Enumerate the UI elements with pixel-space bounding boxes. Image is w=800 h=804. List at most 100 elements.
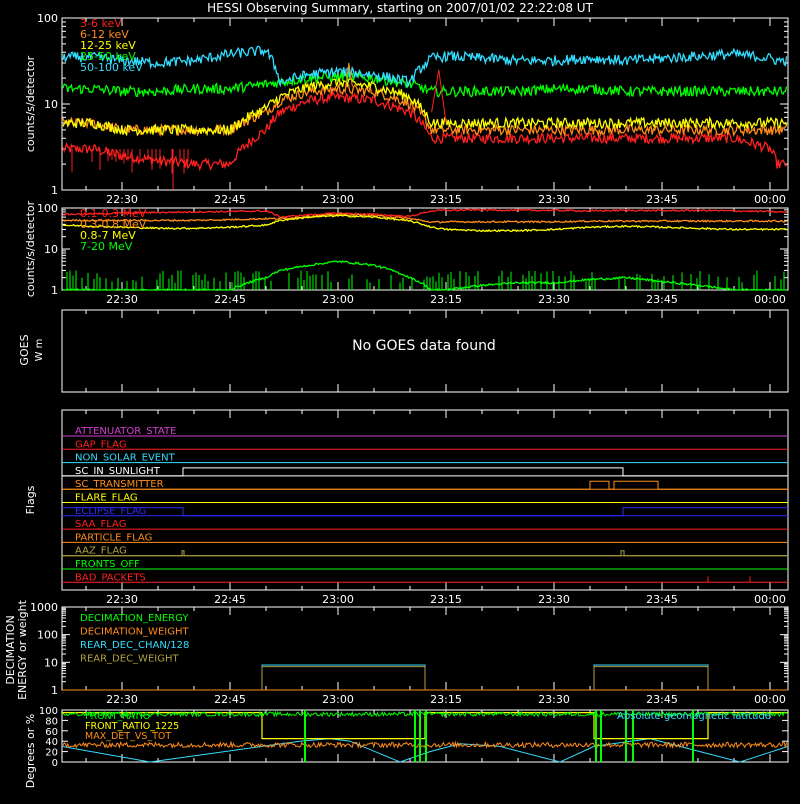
panel5-ylabel-line2: ENERGY or weight <box>16 599 29 699</box>
legend-entry: DECIMATION_WEIGHT <box>80 627 189 638</box>
transmitter-step <box>62 480 788 490</box>
x-tick-label: 23:30 <box>538 593 570 606</box>
x-tick-label: 23:30 <box>538 193 570 206</box>
x-tick-label: 23:00 <box>322 193 354 206</box>
panel2-series-2 <box>63 214 788 233</box>
panel1-y-label: 100 <box>37 12 58 25</box>
x-tick-label: 23:30 <box>538 293 570 306</box>
panel2-ylabel: counts/s/detector <box>24 200 37 297</box>
panel6-y-label: 60 <box>45 727 58 738</box>
legend-entry: 25-50 keV <box>80 50 136 63</box>
geomag-label: Absolute geomagnetic latitude <box>617 711 771 722</box>
x-tick-label: 22:30 <box>106 293 138 306</box>
panel5-y-label: 1000 <box>30 601 58 614</box>
panel-frame-3 <box>61 309 789 393</box>
panel2-y-label: 1 <box>51 284 58 297</box>
x-tick-label: 22:45 <box>214 293 246 306</box>
legend-entry: FRONT_RATIO_1225 <box>85 721 179 732</box>
panel-frame-4 <box>61 409 789 591</box>
flag-label: PARTICLE_FLAG <box>75 532 152 543</box>
legend-entry: 12-25 keV <box>80 39 136 52</box>
legend-entry: 3-6 keV <box>80 17 122 30</box>
front-ratio-line <box>62 710 787 718</box>
flag-label: ECLIPSE_FLAG <box>75 506 146 517</box>
flag-label: SC_IN_SUNLIGHT <box>75 466 161 477</box>
x-tick-label: 22:45 <box>214 193 246 206</box>
x-tick-label: 22:30 <box>106 193 138 206</box>
flag-label: SAA_FLAG <box>75 519 126 530</box>
panel1-flare-spike <box>431 69 447 124</box>
legend-entry: MAX_DET_VS_TOT <box>85 731 171 742</box>
panel1-y-label: 1 <box>51 184 58 197</box>
x-tick-label: 22:30 <box>106 693 138 706</box>
flag-label: SC_TRANSMITTER <box>75 479 164 490</box>
panel1-flare-spike <box>344 62 353 92</box>
plot-title: HESSI Observing Summary, starting on 200… <box>207 1 593 15</box>
panel1-ylabel: counts/s/detector <box>24 55 37 152</box>
legend-entry: DECIMATION_ENERGY <box>80 613 189 624</box>
panel1-series-6-12-kev <box>62 83 788 138</box>
aaz-step <box>62 550 788 557</box>
flag-label: AAZ_FLAG <box>75 546 127 557</box>
panel2-series-1 <box>62 212 787 224</box>
legend-entry: 0.3-0.8 MeV <box>80 218 147 231</box>
rear-dec-weight-line <box>62 666 788 691</box>
front-ratio-1225-line <box>62 711 788 740</box>
legend-entry: REAR_DEC_CHAN/128 <box>80 640 189 651</box>
legend-entry: 0.8-7 MeV <box>80 229 136 242</box>
panel5-y-label: 100 <box>37 629 58 642</box>
flag-label: GAP_FLAG <box>75 439 127 450</box>
panel6-ylabel: Degrees or % <box>24 714 37 788</box>
panel2-series-0 <box>62 208 787 219</box>
panel1-series-25-50-kev <box>62 69 788 98</box>
panel-frame-1 <box>61 17 789 191</box>
legend-entry: 50-100 keV <box>80 61 143 74</box>
x-tick-label: 23:00 <box>322 693 354 706</box>
x-tick-label: 23:00 <box>322 293 354 306</box>
x-tick-label: 23:45 <box>646 293 678 306</box>
x-tick-label: 00:00 <box>754 193 786 206</box>
panel2-y-label: 100 <box>37 202 58 215</box>
panel6-y-label: 20 <box>45 748 58 759</box>
x-tick-label: 00:00 <box>754 593 786 606</box>
flag-label: ATTENUATOR_STATE <box>75 426 176 437</box>
x-tick-label: 23:15 <box>430 293 462 306</box>
flag-label: FRONTS_OFF <box>75 559 140 570</box>
x-tick-label: 22:30 <box>106 593 138 606</box>
no-goes-message: No GOES data found <box>352 338 496 354</box>
x-tick-label: 23:30 <box>538 693 570 706</box>
sunlight-step <box>62 467 788 477</box>
panel6-y-label: 80 <box>45 716 58 727</box>
x-tick-label: 23:45 <box>646 193 678 206</box>
legend-entry: FRONT_RATIO <box>85 711 150 722</box>
x-tick-label: 22:45 <box>214 693 246 706</box>
panel6-y-label: 100 <box>39 706 58 717</box>
x-tick-label: 23:00 <box>322 593 354 606</box>
legend-entry: 6-12 keV <box>80 28 129 41</box>
panel5-y-label: 1 <box>51 684 58 697</box>
panel1-y-label: 10 <box>44 98 58 111</box>
panel4-ylabel: Flags <box>24 485 37 514</box>
panel2-y-label: 10 <box>44 243 58 256</box>
panel6-y-label: 40 <box>45 737 58 748</box>
panel1-series-12-25-kev <box>62 76 788 137</box>
legend-entry: REAR_DEC_WEIGHT <box>80 654 179 665</box>
x-tick-label: 23:45 <box>646 693 678 706</box>
x-tick-label: 23:45 <box>646 593 678 606</box>
x-tick-label: 22:45 <box>214 593 246 606</box>
max-det-vs-tot-line <box>62 740 788 749</box>
panel6-y-label: 0 <box>52 758 58 769</box>
legend-entry: 7-20 MeV <box>80 240 133 253</box>
panel5-ylabel-line1: DECIMATION <box>4 615 17 684</box>
eclipse-step <box>62 507 788 517</box>
x-tick-label: 00:00 <box>754 293 786 306</box>
x-tick-label: 23:15 <box>430 693 462 706</box>
panel2-series-3 <box>62 260 787 291</box>
legend-entry: 0.1-0.3 MeV <box>80 207 147 220</box>
panel1-series-50-100-kev <box>62 45 788 89</box>
flag-label: BAD_PACKETS <box>75 572 146 583</box>
x-tick-label: 00:00 <box>754 693 786 706</box>
flag-label: NON_SOLAR_EVENT <box>75 453 176 464</box>
